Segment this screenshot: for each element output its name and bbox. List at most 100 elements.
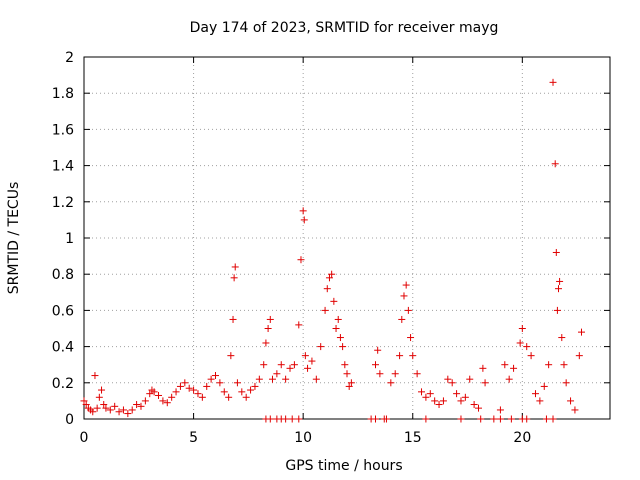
data-point: [554, 285, 562, 293]
y-tick-label: 1.8: [52, 86, 74, 102]
data-point: [404, 306, 412, 314]
data-point: [238, 388, 246, 396]
data-point: [185, 384, 193, 392]
data-point: [461, 393, 469, 401]
data-point: [203, 382, 211, 390]
data-point: [282, 415, 290, 423]
data-point: [542, 415, 550, 423]
data-point: [330, 297, 338, 305]
data-point: [242, 393, 250, 401]
y-tick-label: 1: [65, 231, 74, 247]
data-point: [295, 415, 303, 423]
x-axis-title: GPS time / hours: [285, 458, 402, 474]
data-point: [402, 281, 410, 289]
data-point: [531, 390, 539, 398]
data-point: [422, 393, 430, 401]
data-point: [328, 270, 336, 278]
data-point: [552, 248, 560, 256]
data-point: [190, 386, 198, 394]
data-point: [551, 160, 559, 168]
data-point: [233, 379, 241, 387]
data-point: [481, 379, 489, 387]
y-tick-label: 1.6: [52, 122, 74, 138]
data-point: [549, 415, 557, 423]
data-point: [286, 364, 294, 372]
data-point: [115, 408, 123, 416]
data-point: [273, 370, 281, 378]
data-point: [102, 404, 110, 412]
data-point: [527, 352, 535, 360]
y-axis-title: SRMTID / TECUs: [6, 182, 22, 295]
x-tick-label: 5: [189, 430, 198, 446]
data-point: [422, 415, 430, 423]
x-tick-label: 15: [404, 430, 422, 446]
data-point: [301, 352, 309, 360]
data-point: [400, 292, 408, 300]
data-point: [266, 415, 274, 423]
data-point: [560, 361, 568, 369]
data-point: [89, 408, 97, 416]
data-point: [230, 274, 238, 282]
data-point: [146, 390, 154, 398]
data-point: [288, 415, 296, 423]
data-point: [299, 207, 307, 215]
data-point: [505, 375, 513, 383]
data-point: [207, 375, 215, 383]
data-point: [347, 379, 355, 387]
data-point: [343, 370, 351, 378]
data-point: [163, 399, 171, 407]
data-point: [124, 410, 132, 418]
data-point: [260, 361, 268, 369]
data-point: [490, 415, 498, 423]
y-tick-label: 0.8: [52, 267, 74, 283]
ticks: 00.20.40.60.811.21.41.61.820 5 10 15 20: [52, 50, 610, 446]
data-point: [332, 325, 340, 332]
data-point: [225, 393, 233, 401]
data-point: [479, 364, 487, 372]
data-point: [371, 415, 379, 423]
data-point: [496, 406, 504, 414]
data-point: [457, 415, 465, 423]
y-tick-label: 0.2: [52, 376, 74, 392]
data-point: [523, 343, 531, 351]
data-point: [336, 334, 344, 342]
data-point: [477, 415, 485, 423]
data-point: [518, 325, 526, 332]
data-point: [133, 401, 141, 409]
data-point: [155, 391, 163, 399]
data-point: [575, 352, 583, 360]
data-point: [426, 390, 434, 398]
data-point: [317, 343, 325, 351]
data-point: [567, 397, 575, 405]
data-point: [268, 375, 276, 383]
data-point: [111, 402, 119, 410]
y-tick-label: 0.6: [52, 303, 74, 319]
data-point: [159, 397, 167, 405]
data-point: [150, 388, 158, 396]
data-point: [374, 346, 382, 354]
data-point: [431, 397, 439, 405]
data-point: [371, 361, 379, 369]
data-point: [536, 397, 544, 405]
data-point: [255, 375, 263, 383]
data-point: [398, 315, 406, 323]
data-point: [516, 339, 524, 347]
data-point: [578, 328, 586, 336]
data-point: [297, 256, 305, 264]
data-point: [141, 397, 149, 405]
data-point: [501, 361, 509, 369]
data-point: [391, 370, 399, 378]
data-point: [91, 372, 99, 380]
data-point: [407, 334, 415, 342]
data-point: [216, 379, 224, 387]
grid: [84, 57, 610, 419]
data-point: [562, 379, 570, 387]
data-point: [251, 382, 259, 390]
y-tick-label: 1.2: [52, 195, 74, 211]
data-point: [325, 274, 333, 282]
data-point: [396, 352, 404, 360]
data-point: [435, 401, 443, 409]
data-point: [475, 404, 482, 412]
data-point: [556, 277, 564, 285]
data-point: [376, 370, 384, 378]
